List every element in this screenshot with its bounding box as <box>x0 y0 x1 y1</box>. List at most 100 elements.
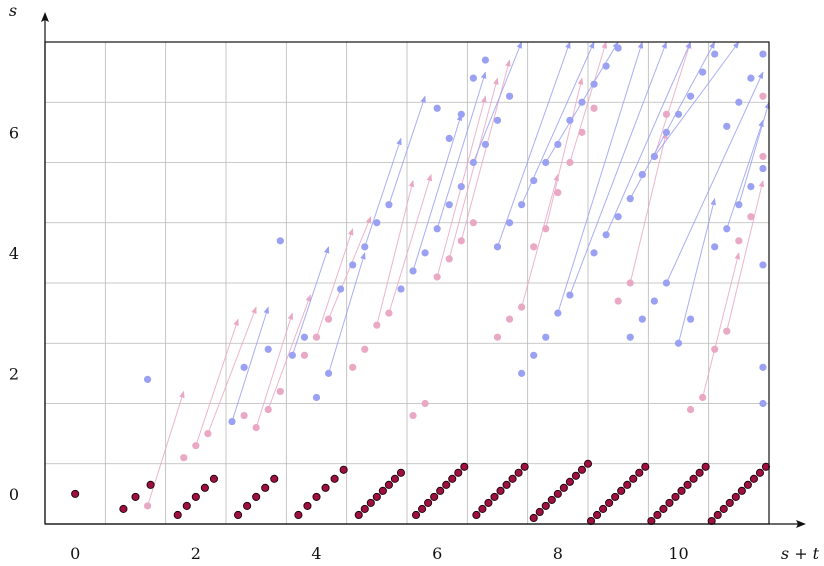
pink-point <box>493 333 502 341</box>
pink-point <box>324 315 333 323</box>
blue-point <box>300 333 309 341</box>
blue-point <box>686 315 695 323</box>
pink-point <box>276 387 284 396</box>
row0-point <box>339 465 348 474</box>
row0-point <box>559 483 568 492</box>
blue-arrow <box>436 71 487 229</box>
row0-point <box>424 498 433 507</box>
blue-point <box>554 309 562 317</box>
row0-point <box>484 498 493 507</box>
row0-point <box>514 468 523 477</box>
x-tick-label: 8 <box>553 544 563 563</box>
blue-point <box>518 369 526 377</box>
row0-point <box>689 474 698 483</box>
blue-point <box>686 92 695 100</box>
y-tick-label: 4 <box>9 244 19 263</box>
blue-arrow <box>726 119 764 229</box>
pink-point <box>590 104 598 112</box>
row0-points <box>71 459 771 526</box>
blue-point <box>747 74 755 82</box>
blue-point <box>759 50 767 58</box>
row0-point <box>671 492 680 501</box>
blue-point <box>373 219 381 227</box>
blue-arrow <box>388 95 426 205</box>
row0-point <box>659 504 668 513</box>
blue-point <box>711 243 719 251</box>
blue-point <box>602 231 610 239</box>
pink-point <box>192 442 200 450</box>
row0-point <box>737 486 746 495</box>
pink-arrow <box>726 179 765 332</box>
row0-point <box>191 492 200 501</box>
row0-point <box>200 483 209 492</box>
row0-point <box>173 510 182 520</box>
blue-point <box>445 134 453 142</box>
blue-point <box>288 351 296 359</box>
blue-arrow <box>665 71 764 284</box>
pink-point <box>361 345 369 353</box>
blue-point <box>578 98 586 106</box>
row0-point <box>442 480 451 489</box>
plot-frame <box>41 12 806 528</box>
row0-point <box>131 492 140 501</box>
blue-arrow <box>738 101 770 205</box>
blue-point <box>421 249 429 257</box>
row0-point <box>553 489 562 498</box>
pink-point <box>542 225 550 233</box>
row0-point <box>252 492 261 501</box>
row0-point <box>719 504 728 513</box>
pink-point <box>300 351 309 359</box>
blue-point <box>602 62 610 70</box>
blue-point <box>626 195 634 203</box>
row0-point <box>372 492 381 501</box>
pink-point <box>566 158 574 167</box>
row0-point <box>743 480 752 489</box>
pink-point <box>735 237 743 245</box>
pink-point <box>747 213 755 221</box>
blue-point <box>590 80 598 88</box>
row0-point <box>454 468 463 477</box>
pink-arrow <box>316 228 354 338</box>
blue-point <box>759 399 767 408</box>
row0-point <box>617 486 626 495</box>
pink-points <box>143 92 767 510</box>
pink-point <box>180 454 188 462</box>
pink-point <box>264 405 272 414</box>
blue-arrow <box>569 41 667 296</box>
blue-point <box>723 225 731 233</box>
row0-point <box>583 459 593 468</box>
row0-point <box>593 510 602 520</box>
y-tick-label: 2 <box>9 364 19 383</box>
blue-arrow <box>557 41 644 314</box>
row0-point <box>641 462 650 471</box>
blue-point <box>542 158 550 167</box>
blue-point <box>626 333 634 341</box>
row0-point <box>396 468 406 477</box>
row0-point <box>411 510 421 520</box>
pink-point <box>433 273 441 281</box>
blue-point <box>445 201 453 209</box>
pink-arrow <box>195 318 239 446</box>
row0-point <box>683 480 692 489</box>
blue-point <box>361 243 369 251</box>
row0-point <box>243 501 252 510</box>
row0-point <box>472 510 481 520</box>
blue-point <box>614 213 622 221</box>
row0-point <box>448 474 457 483</box>
pink-arrow <box>653 41 692 157</box>
y-tick-label: 0 <box>9 485 19 504</box>
pink-point <box>614 297 622 305</box>
blue-point <box>481 140 490 149</box>
row0-point <box>599 504 608 513</box>
pink-point <box>409 411 417 420</box>
pink-point <box>662 110 671 118</box>
row0-point <box>535 507 544 517</box>
blue-point <box>638 315 646 323</box>
blue-point <box>409 267 417 275</box>
x-tick-label: 6 <box>432 544 442 563</box>
row0-point <box>677 486 686 495</box>
row0-point <box>182 501 191 510</box>
x-tick-label: 0 <box>70 544 80 563</box>
blue-point <box>566 116 574 124</box>
pink-arrow <box>460 59 511 241</box>
